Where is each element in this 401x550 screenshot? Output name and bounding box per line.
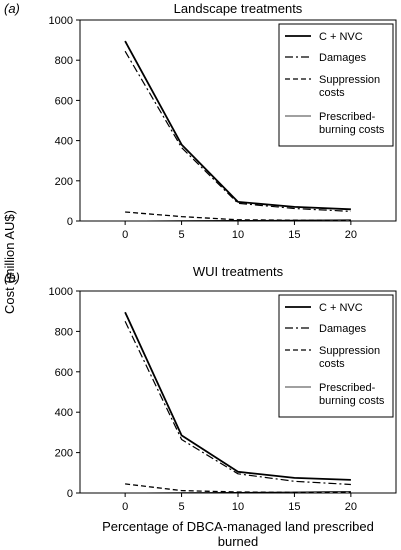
panel-a-x-tick-label: 15	[288, 229, 300, 241]
panel-a-y-tick-label: 200	[55, 176, 73, 188]
panel-b-y-tick-label: 400	[55, 407, 73, 419]
panel-a-legend-label-damages: Damages	[319, 52, 367, 64]
panel-b-y-tick-label: 800	[55, 326, 73, 338]
panel-b-legend-label-c-nvc: C + NVC	[319, 302, 363, 314]
panel-b-legend-label-suppression-costs: Suppression	[319, 345, 380, 357]
panel-b-wui-treatments: (b) WUI treatments 0 200 400 600 800 1000 0 5 10 15…	[4, 264, 397, 513]
panel-b-x-tick-label: 15	[288, 501, 300, 513]
panel-b-y-tick-label: 600	[55, 367, 73, 379]
shared-x-axis-label-line-2: burned	[218, 534, 258, 549]
panel-a-y-tick-label: 0	[67, 216, 73, 228]
panel-b-legend-label-prescribed-burning-costs: burning costs	[319, 395, 385, 407]
panel-a-y-tick-label: 400	[55, 136, 73, 148]
panel-b-series-suppression-costs	[125, 483, 351, 494]
panel-a-x-tick-label: 10	[232, 229, 244, 241]
panel-a-y-tick-label: 1000	[49, 15, 73, 27]
panel-b-title: WUI treatments	[193, 264, 284, 279]
shared-y-axis-label: Cost (million AU$)	[2, 210, 17, 314]
panel-b-y-tick-label: 0	[67, 488, 73, 500]
panel-b-series-prescribed-burning-costs	[125, 491, 351, 494]
panel-b-x-tick-label: 0	[122, 501, 128, 513]
panel-a-y-tick-label: 800	[55, 55, 73, 67]
panel-a-legend-label-suppression-costs: costs	[319, 87, 345, 99]
panel-a-legend-label-prescribed-burning-costs: burning costs	[319, 124, 385, 136]
panel-b-series-c-nvc	[124, 311, 351, 481]
panel-a-legend-label-suppression-costs: Suppression	[319, 74, 380, 86]
panel-a-series-c-nvc	[124, 40, 351, 211]
panel-a-series-prescribed-burning-costs	[125, 219, 351, 222]
panel-b-legend-label-damages: Damages	[319, 323, 367, 335]
panel-b-y-tick-label: 1000	[49, 286, 73, 298]
panel-a-tag: (a)	[4, 1, 20, 16]
panel-b-legend-box	[278, 294, 394, 418]
panel-b-tag: (b)	[4, 270, 20, 285]
panel-a-landscape-treatments: (a) Landscape treatments02004006008001000…	[4, 1, 397, 241]
panel-b-legend-label-suppression-costs: costs	[319, 358, 345, 370]
panel-a-legend-label-c-nvc: C + NVC	[319, 31, 363, 43]
panel-b-x-tick-label: 5	[179, 501, 185, 513]
panel-b-x-tick-label: 20	[345, 501, 357, 513]
panel-b-legend-label-prescribed-burning-costs: Prescribed-	[319, 382, 376, 394]
panel-a-x-tick-label: 20	[345, 229, 357, 241]
panel-b-series-damages	[124, 321, 351, 486]
panel-a-x-tick-label: 5	[179, 229, 185, 241]
panel-a-title: Landscape treatments	[174, 1, 303, 16]
shared-x-axis-label-line-1: Percentage of DBCA-managed land prescrib…	[102, 519, 374, 534]
panel-b-x-tick-label: 10	[232, 501, 244, 513]
panel-a-series-suppression-costs	[125, 211, 351, 222]
panel-a-x-tick-label: 0	[122, 229, 128, 241]
panel-a-legend-box	[278, 23, 394, 147]
panel-b-y-tick-label: 200	[55, 448, 73, 460]
panel-a-legend-label-prescribed-burning-costs: Prescribed-	[319, 111, 376, 123]
panel-a-y-tick-label: 600	[55, 95, 73, 107]
